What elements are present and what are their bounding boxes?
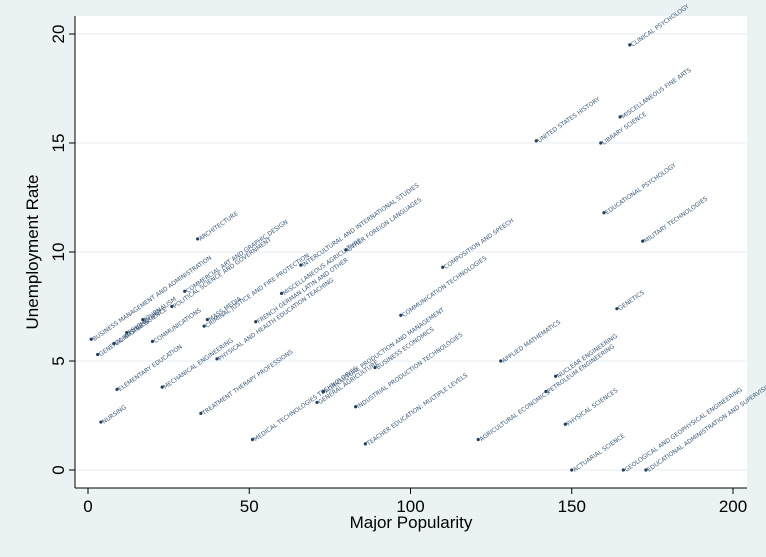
data-point xyxy=(399,313,403,317)
data-point xyxy=(112,341,116,346)
data-point xyxy=(99,420,103,424)
data-point xyxy=(215,357,219,361)
grid-lines xyxy=(75,33,747,471)
x-axis-title: Major Popularity xyxy=(350,513,473,532)
data-point xyxy=(344,248,348,252)
data-point xyxy=(499,359,503,363)
data-point xyxy=(618,115,622,119)
data-point xyxy=(89,337,93,341)
data-point xyxy=(315,400,319,405)
x-tick-label: 150 xyxy=(558,497,586,516)
y-tick-label: 5 xyxy=(49,356,68,365)
x-tick-label: 100 xyxy=(396,497,424,516)
x-tick-label: 200 xyxy=(719,497,747,516)
data-point xyxy=(196,237,200,241)
data-point xyxy=(354,405,358,409)
data-point xyxy=(250,437,255,442)
data-point xyxy=(170,304,174,309)
data-point xyxy=(544,389,548,394)
data-point xyxy=(96,352,100,357)
data-point xyxy=(441,265,445,269)
data-point xyxy=(563,422,567,426)
y-tick-label: 15 xyxy=(49,134,68,153)
data-point xyxy=(373,365,377,370)
data-point xyxy=(299,263,303,267)
data-point xyxy=(363,442,367,446)
data-point xyxy=(476,437,480,442)
y-axis-title: Unemployment Rate xyxy=(23,175,42,330)
data-point xyxy=(202,324,206,328)
x-tick-label: 50 xyxy=(240,497,259,516)
data-point xyxy=(205,317,209,322)
data-point xyxy=(644,468,648,472)
data-point xyxy=(599,141,603,145)
data-point xyxy=(150,339,155,343)
y-tick-label: 10 xyxy=(49,243,68,262)
data-point xyxy=(570,468,574,472)
data-point xyxy=(602,211,606,215)
data-point xyxy=(141,317,145,322)
data-point xyxy=(628,43,632,47)
data-point xyxy=(321,389,326,394)
y-tick-label: 0 xyxy=(49,465,68,474)
data-point xyxy=(534,139,538,143)
data-point xyxy=(615,307,619,311)
data-point xyxy=(641,239,645,243)
data-point xyxy=(183,289,187,293)
data-point xyxy=(554,374,558,378)
data-point xyxy=(199,411,203,415)
data-point xyxy=(125,331,129,335)
y-tick-label: 20 xyxy=(49,25,68,44)
data-point xyxy=(254,320,258,324)
data-point xyxy=(621,468,625,472)
data-point xyxy=(160,385,164,389)
x-tick-label: 0 xyxy=(83,497,92,516)
data-point xyxy=(115,387,119,391)
data-point xyxy=(279,291,284,296)
